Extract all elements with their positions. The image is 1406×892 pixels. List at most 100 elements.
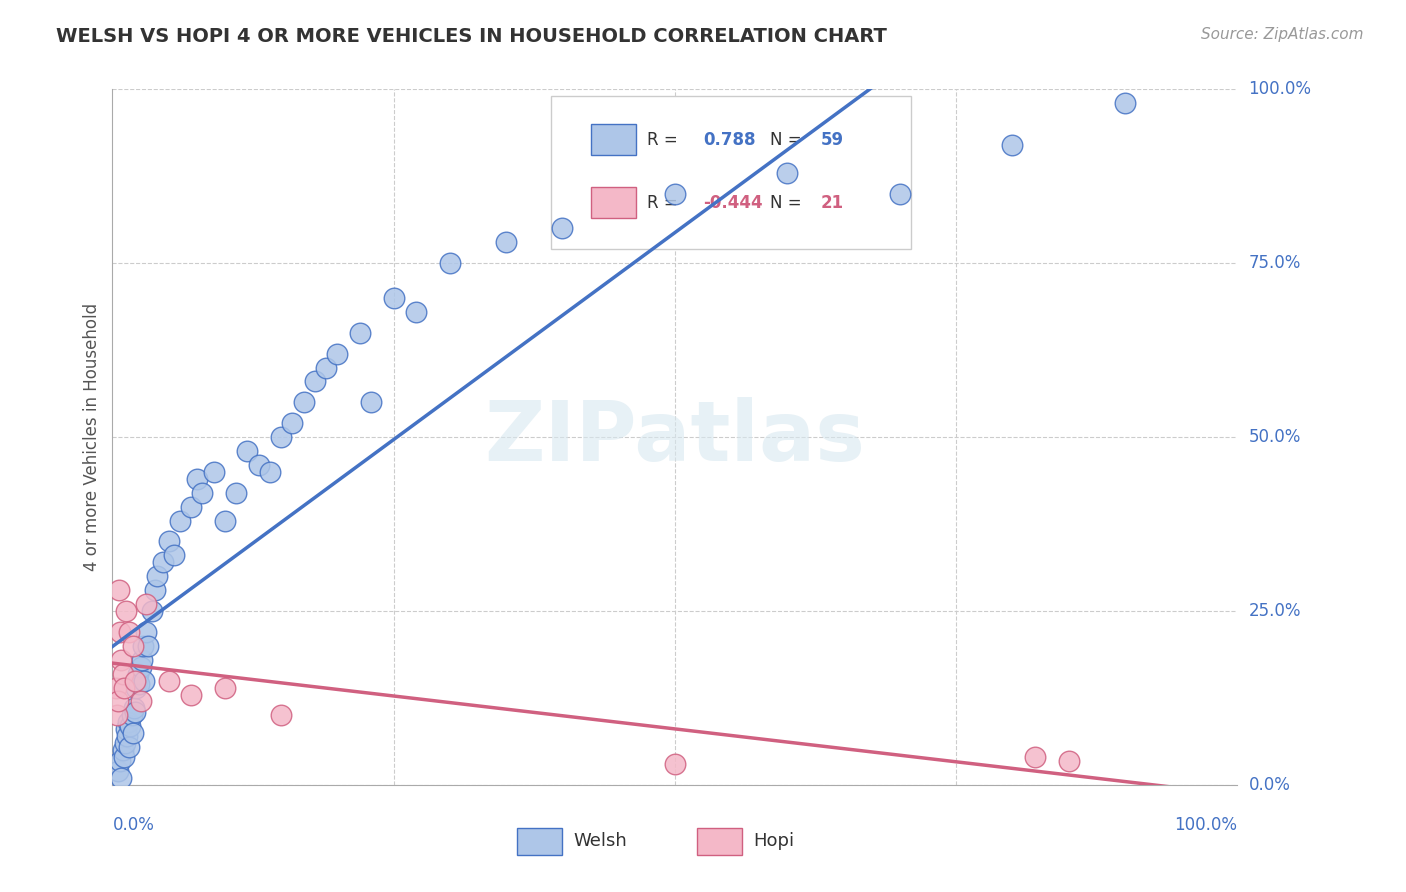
Point: [270, 708, 292, 723]
Point: [141, 604, 163, 618]
Point: [360, 395, 382, 409]
Point: [281, 416, 304, 430]
Text: N =: N =: [770, 131, 801, 149]
Text: 59: 59: [821, 131, 844, 149]
Text: Hopi: Hopi: [754, 831, 794, 849]
FancyBboxPatch shape: [551, 96, 911, 249]
Point: [124, 705, 146, 719]
Point: [121, 708, 143, 723]
Point: [120, 719, 142, 733]
Point: [112, 750, 135, 764]
Point: [776, 166, 799, 180]
Text: N =: N =: [770, 194, 801, 211]
Text: ZIPatlas: ZIPatlas: [485, 397, 865, 477]
Point: [551, 221, 574, 235]
Point: [105, 708, 128, 723]
Point: [292, 395, 315, 409]
Point: [236, 444, 259, 458]
Point: [664, 757, 686, 772]
Point: [1057, 754, 1080, 768]
Point: [138, 639, 160, 653]
Text: 75.0%: 75.0%: [1249, 254, 1301, 272]
Point: [664, 186, 686, 201]
Point: [118, 739, 141, 754]
Point: [349, 326, 371, 340]
Point: [304, 375, 326, 389]
Point: [104, 681, 127, 695]
Text: 25.0%: 25.0%: [1249, 602, 1301, 620]
Point: [439, 256, 461, 270]
Point: [110, 624, 132, 639]
Text: 0.0%: 0.0%: [1249, 776, 1291, 794]
Point: [111, 666, 134, 681]
Point: [135, 624, 157, 639]
Text: 100.0%: 100.0%: [1249, 80, 1312, 98]
Point: [157, 534, 180, 549]
Point: [110, 754, 132, 768]
Point: [132, 639, 155, 653]
Point: [108, 583, 131, 598]
Point: [110, 771, 132, 785]
Point: [131, 653, 153, 667]
FancyBboxPatch shape: [591, 186, 636, 218]
Text: 21: 21: [821, 194, 844, 211]
Text: -0.444: -0.444: [703, 194, 762, 211]
Point: [132, 673, 155, 688]
Point: [114, 736, 136, 750]
Point: [326, 346, 349, 360]
Point: [889, 186, 911, 201]
Y-axis label: 4 or more Vehicles in Household: 4 or more Vehicles in Household: [83, 303, 101, 571]
Text: R =: R =: [647, 194, 678, 211]
Point: [214, 681, 236, 695]
Point: [122, 701, 145, 715]
Point: [111, 743, 134, 757]
Point: [115, 723, 138, 737]
Point: [152, 555, 174, 569]
Text: Source: ZipAtlas.com: Source: ZipAtlas.com: [1201, 27, 1364, 42]
Point: [110, 653, 132, 667]
FancyBboxPatch shape: [517, 828, 562, 855]
Point: [225, 485, 247, 500]
Point: [315, 360, 337, 375]
Point: [127, 666, 149, 681]
Point: [125, 681, 148, 695]
Text: 0.788: 0.788: [703, 131, 755, 149]
Text: WELSH VS HOPI 4 OR MORE VEHICLES IN HOUSEHOLD CORRELATION CHART: WELSH VS HOPI 4 OR MORE VEHICLES IN HOUS…: [56, 27, 887, 45]
Text: 100.0%: 100.0%: [1174, 815, 1237, 833]
Point: [117, 715, 139, 730]
Point: [115, 604, 138, 618]
Point: [186, 472, 208, 486]
Point: [115, 729, 138, 743]
Point: [129, 659, 152, 673]
Point: [247, 458, 270, 472]
Point: [157, 673, 180, 688]
FancyBboxPatch shape: [697, 828, 742, 855]
Point: [135, 597, 157, 611]
Point: [127, 673, 149, 688]
Point: [107, 694, 129, 708]
Point: [259, 465, 281, 479]
Point: [214, 514, 236, 528]
Point: [121, 726, 143, 740]
Point: [121, 639, 143, 653]
Point: [107, 764, 129, 778]
Text: R =: R =: [647, 131, 678, 149]
Point: [191, 485, 214, 500]
Point: [1001, 137, 1024, 152]
Point: [1024, 750, 1046, 764]
Text: Welsh: Welsh: [574, 831, 627, 849]
Point: [270, 430, 292, 444]
Text: 50.0%: 50.0%: [1249, 428, 1301, 446]
Point: [112, 681, 135, 695]
Point: [1114, 96, 1136, 111]
Point: [128, 677, 150, 691]
Point: [124, 673, 146, 688]
Point: [163, 549, 186, 563]
Point: [180, 688, 202, 702]
Point: [143, 583, 166, 598]
Text: 0.0%: 0.0%: [112, 815, 155, 833]
Point: [180, 500, 202, 514]
Point: [169, 514, 191, 528]
Point: [405, 305, 427, 319]
Point: [202, 465, 225, 479]
